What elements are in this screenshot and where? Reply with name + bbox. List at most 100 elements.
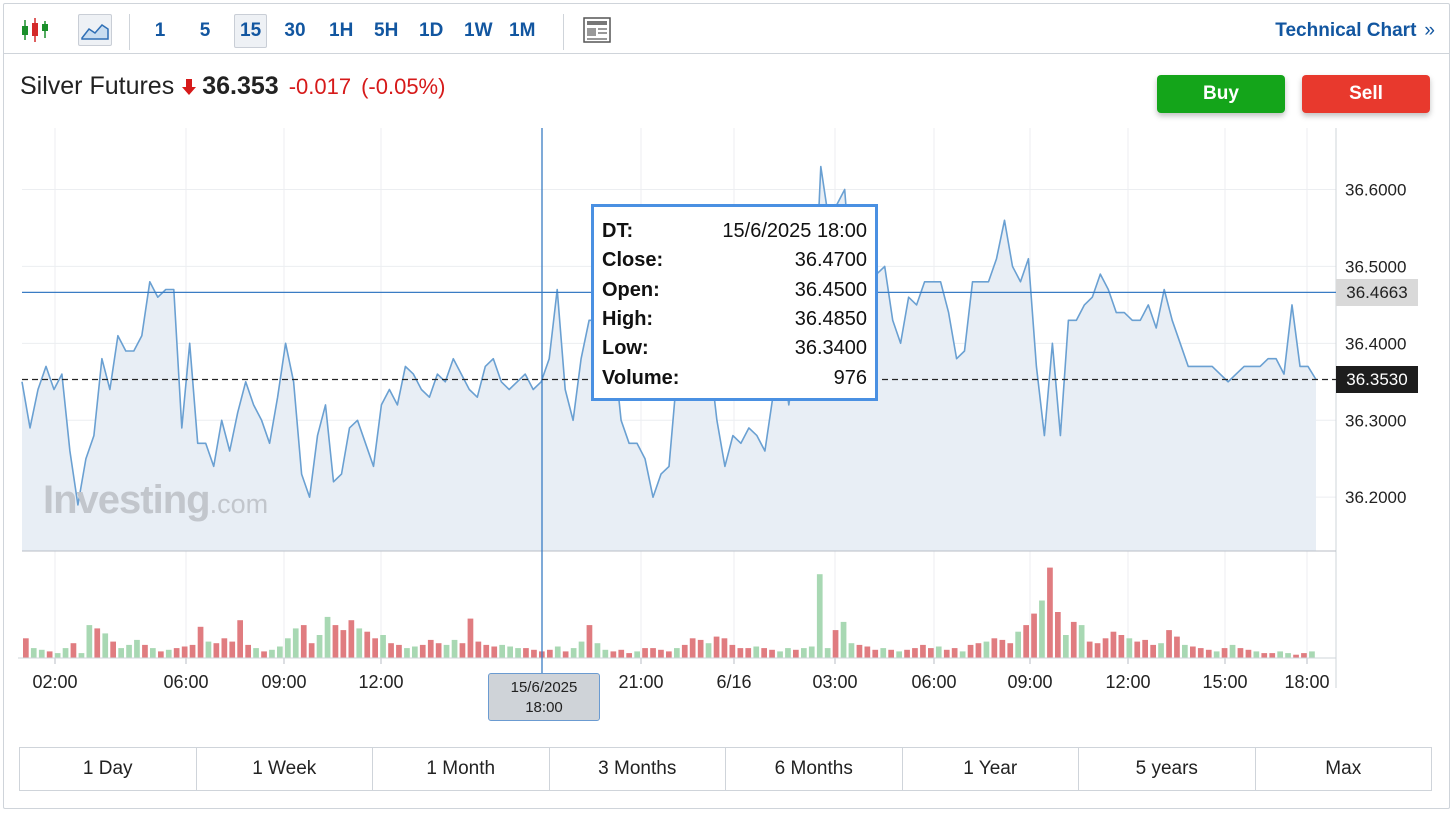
tooltip-value: 36.4700 bbox=[794, 249, 867, 272]
volume-bar bbox=[864, 646, 871, 658]
range-6-months[interactable]: 6 Months bbox=[726, 748, 903, 790]
volume-bar bbox=[856, 644, 863, 658]
news-overlay-icon[interactable] bbox=[580, 14, 614, 46]
watermark-suffix: .com bbox=[209, 489, 269, 519]
tooltip-key: DT: bbox=[602, 220, 634, 243]
range-1-day[interactable]: 1 Day bbox=[20, 748, 197, 790]
last-price-tag: 36.3530 bbox=[1336, 366, 1418, 394]
volume-bar bbox=[197, 626, 204, 658]
volume-bar bbox=[269, 649, 275, 658]
volume-bar bbox=[380, 635, 386, 658]
technical-chart-link[interactable]: Technical Chart » bbox=[1275, 20, 1435, 42]
volume-bar bbox=[793, 649, 799, 658]
quote-header: Silver Futures 36.353 -0.017 (-0.05%) bbox=[20, 72, 445, 106]
volume-bar bbox=[285, 638, 291, 658]
volume-bar bbox=[435, 643, 442, 658]
volume-bar bbox=[1197, 648, 1204, 658]
range-1-week[interactable]: 1 Week bbox=[197, 748, 373, 790]
volume-bar bbox=[999, 639, 1006, 658]
range-5-years[interactable]: 5 years bbox=[1079, 748, 1256, 790]
volume-bar bbox=[118, 648, 124, 658]
volume-bar bbox=[277, 646, 283, 658]
volume-bar bbox=[801, 648, 807, 658]
interval-15[interactable]: 15 bbox=[234, 14, 268, 48]
volume-bar bbox=[1245, 649, 1252, 658]
volume-bar bbox=[158, 651, 164, 658]
volume-bar bbox=[364, 631, 371, 658]
x-tick-label: 18:00 bbox=[1284, 672, 1329, 692]
candlestick-chart-icon[interactable] bbox=[18, 14, 52, 46]
volume-bar bbox=[1007, 643, 1014, 658]
crosshair-date: 15/6/2025 bbox=[510, 679, 578, 696]
volume-bar bbox=[570, 648, 577, 658]
volume-bar bbox=[165, 649, 172, 658]
volume-bar bbox=[46, 651, 53, 658]
volume-bar bbox=[1023, 625, 1029, 658]
investing-watermark: Investing.com bbox=[43, 478, 268, 523]
volume-bar bbox=[419, 644, 426, 658]
volume-bar bbox=[1277, 651, 1283, 658]
volume-bar bbox=[689, 638, 696, 658]
sell-button[interactable]: Sell bbox=[1302, 75, 1430, 113]
volume-bar bbox=[404, 648, 410, 658]
tooltip-row-open: Open: 36.4500 bbox=[602, 276, 867, 305]
volume-bar bbox=[1261, 653, 1268, 658]
volume-bar bbox=[1213, 651, 1220, 658]
volume-bar bbox=[1110, 631, 1117, 658]
volume-bar bbox=[30, 648, 37, 658]
volume-bar bbox=[229, 641, 236, 658]
volume-bar bbox=[1293, 654, 1299, 658]
x-tick-label: 12:00 bbox=[358, 672, 403, 692]
x-tick-label: 06:00 bbox=[163, 672, 208, 692]
volume-bar bbox=[1174, 636, 1180, 658]
volume-bar bbox=[308, 643, 315, 658]
range-1-year[interactable]: 1 Year bbox=[903, 748, 1079, 790]
volume-bar bbox=[959, 651, 966, 658]
volume-bar bbox=[872, 649, 879, 658]
ohlc-tooltip: DT: 15/6/2025 18:00 Close: 36.4700 Open: 36… bbox=[591, 204, 878, 401]
volume-bar bbox=[475, 641, 482, 658]
interval-1d[interactable]: 1D bbox=[419, 20, 444, 41]
interval-5[interactable]: 5 bbox=[199, 20, 211, 41]
watermark-brand: Investing bbox=[43, 478, 211, 522]
volume-bar bbox=[975, 643, 982, 658]
x-tick-label: 12:00 bbox=[1105, 672, 1150, 692]
interval-1h[interactable]: 1H bbox=[329, 20, 354, 41]
volume-bar bbox=[888, 649, 894, 658]
volume-bar bbox=[1301, 653, 1307, 658]
chart-widget-frame bbox=[3, 3, 1450, 809]
interval-1[interactable]: 1 bbox=[154, 20, 166, 41]
buy-button[interactable]: Buy bbox=[1157, 75, 1285, 113]
range-3-months[interactable]: 3 Months bbox=[550, 748, 726, 790]
volume-bar bbox=[388, 643, 394, 658]
volume-bar bbox=[459, 643, 466, 658]
tooltip-row-close: Close: 36.4700 bbox=[602, 246, 867, 275]
volume-bar bbox=[78, 653, 85, 658]
volume-bar bbox=[332, 625, 339, 658]
tooltip-value: 15/6/2025 18:00 bbox=[722, 220, 867, 243]
volume-bar bbox=[562, 651, 569, 658]
volume-bar bbox=[951, 648, 958, 658]
price-change-percent: (-0.05%) bbox=[361, 74, 446, 99]
volume-bar bbox=[1039, 600, 1045, 658]
interval-1m[interactable]: 1M bbox=[509, 20, 536, 41]
volume-bar bbox=[935, 646, 942, 658]
volume-bar bbox=[674, 648, 680, 658]
volume-bar bbox=[1134, 641, 1141, 658]
volume-bar bbox=[1269, 653, 1276, 658]
range-1-month[interactable]: 1 Month bbox=[373, 748, 550, 790]
volume-bar bbox=[832, 630, 839, 658]
volume-bar bbox=[618, 649, 625, 658]
interval-5h[interactable]: 5H bbox=[374, 20, 399, 41]
area-chart-icon[interactable] bbox=[78, 14, 112, 46]
interval-1w[interactable]: 1W bbox=[464, 20, 493, 41]
tooltip-key: Close: bbox=[602, 249, 664, 272]
volume-bar bbox=[340, 630, 347, 658]
volume-bar bbox=[705, 643, 712, 658]
volume-bar bbox=[808, 646, 815, 658]
volume-bar bbox=[912, 648, 918, 658]
range-max[interactable]: Max bbox=[1325, 758, 1362, 779]
volume-bar bbox=[602, 649, 609, 658]
interval-30[interactable]: 30 bbox=[284, 20, 306, 41]
